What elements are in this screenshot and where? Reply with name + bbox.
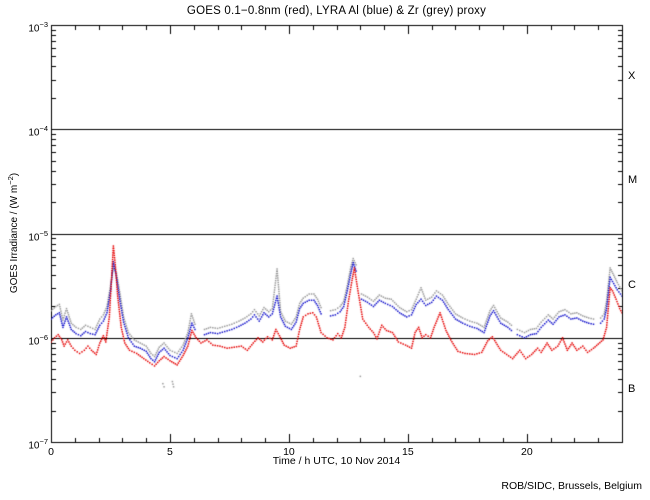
y-tick-label: 10−7 [28, 437, 48, 452]
flare-class-label-X: X [628, 70, 636, 83]
y-tick-label: 10−6 [28, 332, 48, 348]
y-tick-label: 10−4 [28, 124, 48, 139]
x-tick-label: 5 [167, 446, 173, 458]
x-tick-label: 20 [520, 446, 533, 458]
flare-class-label-B: B [628, 382, 636, 395]
x-tick-label: 0 [48, 446, 54, 458]
x-tick-label: 15 [402, 446, 414, 458]
flare-class-label-M: M [628, 174, 638, 187]
x-axis-label: Time / h UTC, 10 Nov 2014 [272, 455, 401, 467]
y-tick-label: 10−3 [28, 20, 48, 35]
chart-title: GOES 0.1−0.8nm (red), LYRA Al (blue) & Z… [186, 5, 487, 17]
y-axis-label-exponent: −2 [5, 176, 15, 185]
y-axis-label-close: ) [9, 172, 21, 177]
y-tick-label: 10−5 [28, 228, 48, 243]
flare-class-label-C: C [628, 278, 636, 291]
footer-credit: ROB/SIDC, Brussels, Belgium [501, 480, 642, 492]
x-tick-label: 10 [283, 446, 295, 458]
